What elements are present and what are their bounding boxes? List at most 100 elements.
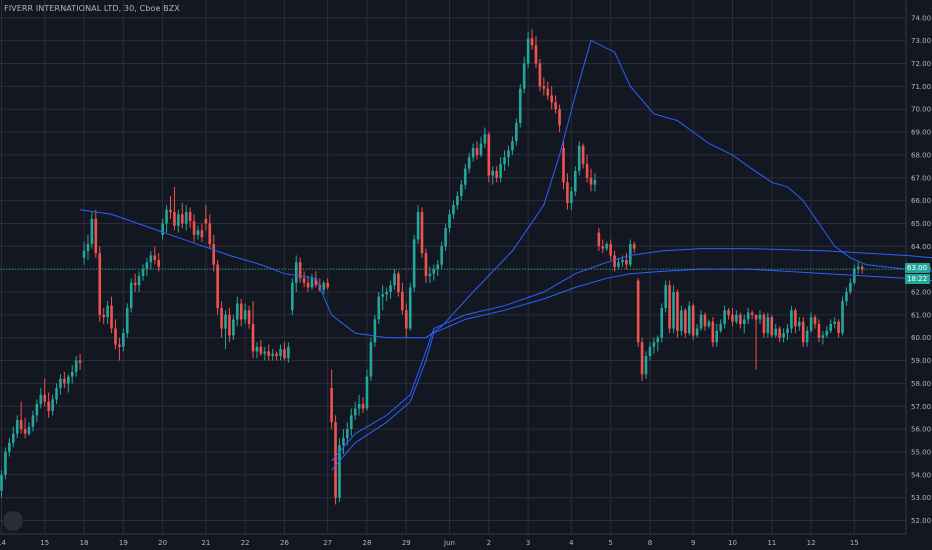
candle-body <box>338 445 341 498</box>
x-tick-label: 15 <box>40 539 49 547</box>
candle-body <box>200 230 204 238</box>
candle-body <box>648 346 652 356</box>
candle-body <box>644 355 648 375</box>
x-tick-label: 29 <box>402 539 411 547</box>
candle-body <box>149 255 153 263</box>
candle-body <box>727 310 730 315</box>
candle-body <box>55 387 58 400</box>
tradingview-logo[interactable] <box>3 511 23 531</box>
candle-body <box>636 280 640 343</box>
candle-body <box>507 150 510 158</box>
x-tick-label: 18 <box>80 539 89 547</box>
candle-body <box>534 45 538 64</box>
candle-body <box>617 262 620 267</box>
candle-body <box>90 218 94 245</box>
candle-body <box>837 321 840 334</box>
candle-body <box>377 296 381 320</box>
candle-body <box>82 250 86 258</box>
candle-body <box>0 474 3 491</box>
candle-body <box>11 433 15 443</box>
candle-body <box>432 269 436 274</box>
candle-body <box>825 330 829 336</box>
candle-body <box>279 349 282 356</box>
candle-body <box>809 317 813 331</box>
x-tick-label: 8 <box>648 539 652 547</box>
candle-body <box>821 335 825 338</box>
y-tick-label: 61.00 <box>911 311 931 319</box>
candle-body <box>656 337 660 343</box>
candle-body <box>711 321 715 343</box>
candle-body <box>369 342 373 377</box>
candle-body <box>629 244 632 265</box>
y-tick-label: 67.00 <box>911 174 931 182</box>
candle-body <box>408 287 412 329</box>
x-tick-label: 15 <box>850 539 859 547</box>
candle-body <box>849 282 852 292</box>
candle-body <box>302 278 306 283</box>
candle-body <box>424 253 428 277</box>
candle-body <box>239 303 243 320</box>
candle-body <box>35 403 39 416</box>
candle-body <box>196 230 200 235</box>
candle-body <box>428 273 432 277</box>
candle-body <box>287 346 290 359</box>
candle-body <box>137 276 141 286</box>
candle-body <box>581 145 585 165</box>
candle-body <box>585 164 589 178</box>
candle-body <box>353 408 357 416</box>
candle-body <box>361 403 365 409</box>
y-tick-label: 65.00 <box>911 220 931 228</box>
candle-body <box>778 328 781 338</box>
candle-body <box>94 218 98 254</box>
candle-body <box>621 260 624 263</box>
candle-body <box>511 141 514 151</box>
candle-body <box>263 351 267 354</box>
candle-body <box>177 214 180 226</box>
candle-body <box>401 292 404 311</box>
candle-body <box>672 292 675 329</box>
candle-body <box>758 314 762 320</box>
candle-body <box>625 260 628 265</box>
x-tick-label: 14 <box>0 539 6 547</box>
candle-body <box>680 310 683 331</box>
candle-body <box>157 260 160 267</box>
candle-body <box>801 321 805 343</box>
candle-body <box>169 209 172 213</box>
candle-body <box>475 148 479 155</box>
candle-body <box>23 429 27 434</box>
candle-body <box>267 351 271 356</box>
x-tick-label: 22 <box>241 539 250 547</box>
x-tick-label: 27 <box>323 539 332 547</box>
candle-body <box>420 212 424 254</box>
candle-body <box>8 442 11 452</box>
candle-body <box>153 255 157 261</box>
candle-body <box>829 323 833 331</box>
y-tick-label: 70.00 <box>911 106 931 114</box>
candle-body <box>487 134 491 176</box>
candle-body <box>601 246 605 249</box>
candle-body <box>59 378 62 388</box>
candle-body <box>731 314 734 322</box>
candle-body <box>70 371 74 377</box>
candle-body <box>326 282 329 288</box>
candle-body <box>577 145 581 171</box>
y-tick-label: 56.00 <box>911 426 931 434</box>
x-tick-label: Jun <box>443 539 455 547</box>
candle-body <box>444 228 447 247</box>
candle-body <box>294 262 298 283</box>
candle-body <box>762 314 766 334</box>
candle-body <box>668 285 671 329</box>
candle-body <box>188 212 192 222</box>
candle-body <box>566 182 569 203</box>
candle-body <box>652 342 656 347</box>
candle-body <box>695 328 699 336</box>
candle-body <box>660 307 664 338</box>
y-tick-label: 69.00 <box>911 129 931 137</box>
countdown-badge: 18:22 <box>905 274 930 285</box>
candle-body <box>389 285 392 292</box>
candle-body <box>515 122 518 142</box>
candle-body <box>841 301 844 334</box>
candle-body <box>597 232 601 247</box>
